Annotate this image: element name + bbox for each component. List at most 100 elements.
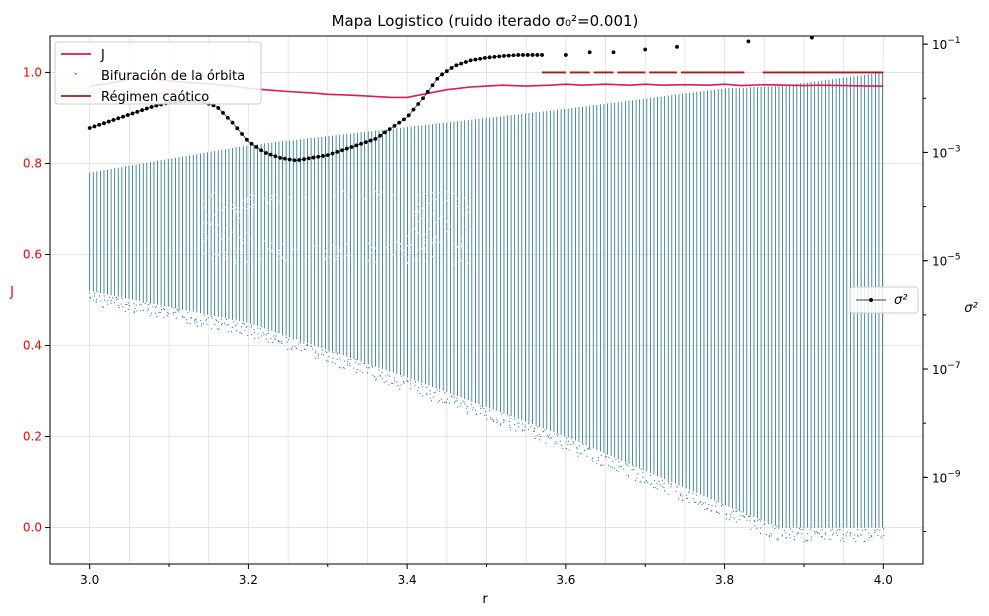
bifurcation-point: [628, 474, 630, 476]
bifurcation-point: [456, 400, 458, 402]
bifurcation-point: [625, 463, 627, 465]
bifurcation-gap-point: [462, 222, 464, 224]
bifurcation-point: [485, 410, 487, 412]
bifurcation-point: [464, 403, 466, 405]
bifurcation-point: [433, 396, 435, 398]
bifurcation-point: [388, 384, 390, 386]
bifurcation-gap-point: [224, 252, 226, 254]
sigma-point: [449, 66, 454, 70]
bifurcation-point: [698, 503, 700, 505]
bifurcation-point: [156, 305, 158, 307]
sigma-point: [454, 63, 459, 68]
bifurcation-gap-point: [416, 207, 418, 209]
bifurcation-gap-point: [245, 231, 247, 233]
bifurcation-gap-point: [432, 213, 434, 215]
bifurcation-point: [813, 531, 815, 533]
bifurcation-point: [842, 534, 844, 536]
sigma-point: [483, 56, 487, 60]
bifurcation-point: [849, 535, 851, 537]
bifurcation-point: [633, 468, 635, 470]
bifurcation-point: [618, 471, 620, 473]
bifurcation-point: [626, 474, 628, 476]
bifurcation-gap-point: [277, 191, 279, 193]
bifurcation-point: [455, 400, 457, 402]
bifurcation-point: [265, 338, 267, 340]
bifurcation-point: [555, 440, 557, 442]
bifurcation-point: [201, 325, 203, 327]
sigma-point: [540, 53, 544, 57]
bifurcation-gap-point: [339, 250, 341, 252]
bifurcation-gap-point: [256, 253, 258, 255]
bifurcation-gap-point: [335, 247, 337, 249]
bifurcation-gap-point: [311, 258, 313, 260]
bifurcation-point: [410, 379, 412, 381]
bifurcation-point: [753, 520, 755, 522]
bifurcation-point: [801, 533, 803, 535]
bifurcation-gap-point: [245, 207, 247, 209]
bifurcation-point: [490, 416, 492, 418]
bifurcation-gap-point: [291, 197, 293, 199]
bifurcation-gap-point: [447, 258, 449, 260]
bifurcation-point: [359, 363, 361, 365]
bifurcation-point: [688, 490, 690, 492]
bifurcation-point: [768, 536, 770, 538]
bifurcation-gap-point: [324, 250, 326, 252]
bifurcation-point: [824, 538, 826, 540]
bifurcation-gap-point: [405, 240, 407, 242]
bifurcation-point: [565, 441, 567, 443]
bifurcation-gap-point: [258, 252, 260, 254]
bifurcation-gap-point: [454, 247, 456, 249]
legend-bifurcation-swatch: [75, 73, 77, 75]
bifurcation-point: [830, 538, 832, 540]
bifurcation-gap-point: [459, 212, 461, 214]
bifurcation-point: [175, 317, 177, 319]
bifurcation-gap-point: [249, 199, 251, 201]
bifurcation-point: [490, 418, 492, 420]
bifurcation-point: [426, 393, 428, 395]
y-right-tick-label: 10−1: [932, 36, 961, 52]
bifurcation-gap-point: [217, 224, 219, 226]
bifurcation-gap-point: [266, 200, 268, 202]
bifurcation-point: [634, 479, 636, 481]
bifurcation-gap-point: [369, 191, 371, 193]
bifurcation-gap-point: [278, 253, 280, 255]
bifurcation-gap-point: [329, 256, 331, 258]
bifurcation-gap-point: [203, 253, 205, 255]
bifurcation-point: [225, 324, 227, 326]
bifurcation-gap-point: [294, 250, 296, 252]
bifurcation-gap-point: [346, 243, 348, 245]
bifurcation-gap-point: [232, 197, 234, 199]
bifurcation-gap-point: [233, 247, 235, 249]
bifurcation-gap-point: [262, 237, 264, 239]
bifurcation-point: [355, 359, 357, 361]
bifurcation-point: [124, 311, 126, 313]
bifurcation-gap-point: [344, 242, 346, 244]
bifurcation-point: [754, 525, 756, 527]
bifurcation-gap-point: [240, 249, 242, 251]
bifurcation-point: [613, 467, 615, 469]
bifurcation-gap-point: [206, 234, 208, 236]
bifurcation-gap-point: [432, 242, 434, 244]
bifurcation-point: [285, 336, 287, 338]
bifurcation-point: [828, 538, 830, 540]
sigma-point: [444, 69, 449, 74]
bifurcation-gap-point: [228, 238, 230, 240]
bifurcation-point: [106, 303, 108, 305]
bifurcation-gap-point: [247, 205, 249, 207]
bifurcation-gap-point: [417, 213, 419, 215]
bifurcation-point: [806, 540, 808, 542]
bifurcation-point: [191, 317, 193, 319]
bifurcation-point: [243, 323, 245, 325]
bifurcation-gap-point: [213, 221, 215, 223]
bifurcation-point: [729, 519, 731, 521]
bifurcation-gap-point: [254, 255, 256, 257]
bifurcation-gap-point: [216, 207, 218, 209]
bifurcation-point: [301, 349, 303, 351]
bifurcation-gap-point: [372, 243, 374, 245]
bifurcation-gap-point: [343, 190, 345, 192]
bifurcation-gap-point: [253, 195, 255, 197]
bifurcation-gap-point: [309, 244, 311, 246]
sigma-point: [311, 155, 316, 160]
bifurcation-point: [620, 465, 622, 467]
bifurcation-point: [410, 388, 412, 390]
